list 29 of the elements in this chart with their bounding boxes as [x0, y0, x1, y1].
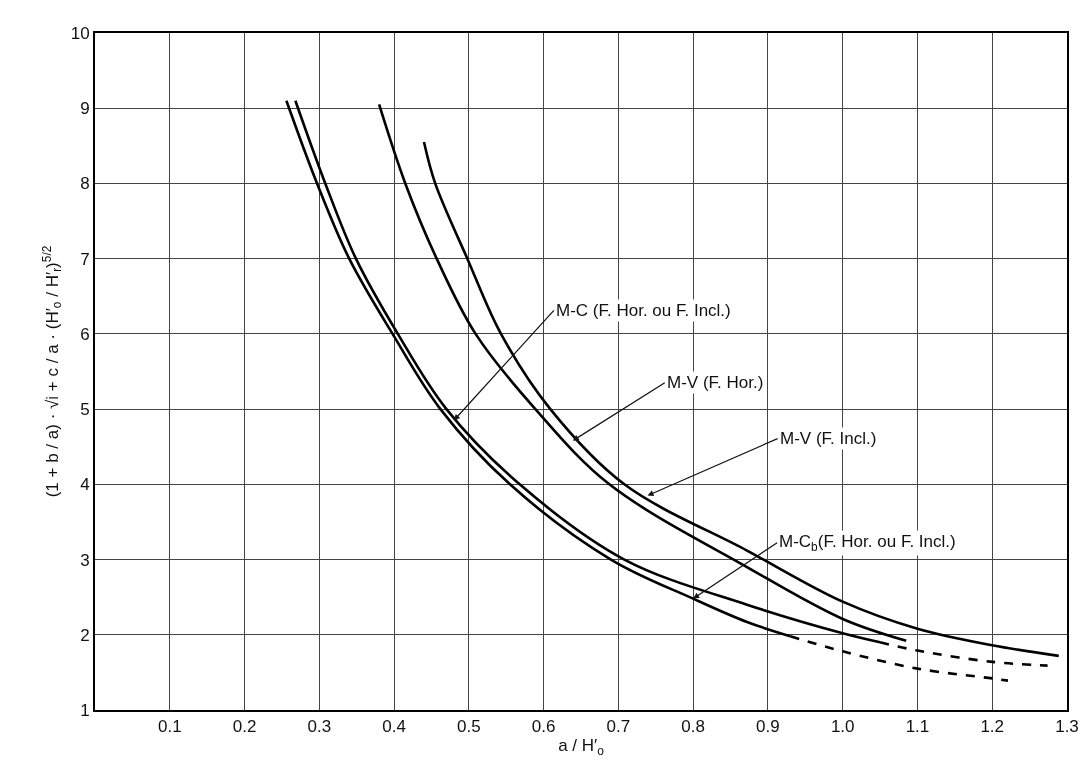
y-tick-label: 9 — [80, 99, 90, 119]
annotation: M-V (F. Incl.) — [780, 429, 877, 448]
x-tick-label: 1.3 — [1055, 717, 1079, 737]
x-tick-label: 1.1 — [905, 717, 930, 737]
x-tick-label: 0.7 — [606, 717, 631, 737]
y-tick-label: 3 — [80, 550, 90, 570]
x-tick-label: 0.2 — [232, 717, 257, 737]
x-axis-title: a / H′$_{o}$ — [558, 736, 605, 758]
x-tick-label: 0.3 — [307, 717, 332, 737]
line-series — [422, 140, 1061, 658]
y-tick-label: 2 — [80, 625, 90, 645]
x-tick-label: 0.5 — [457, 717, 481, 737]
x-tick-label: 0.4 — [382, 717, 406, 737]
annotation: M-V (F. Hor.) — [667, 373, 764, 392]
x-tick-label: 1.2 — [980, 717, 1005, 737]
y-tick-label: 8 — [80, 174, 90, 194]
y-tick-label: 1 — [80, 700, 90, 720]
y-tick-label: 10 — [70, 23, 90, 43]
y-tick-label: 7 — [80, 249, 90, 269]
x-tick-label: 0.9 — [756, 717, 780, 737]
x-tick-label: 0.1 — [157, 717, 182, 737]
annotation: M-C (F. Hor. ou F. Incl.) — [556, 301, 731, 320]
x-tick-label: 0.8 — [681, 717, 705, 737]
y-tick-label: 5 — [80, 400, 90, 420]
y-tick-label: 6 — [80, 324, 90, 344]
x-tick-label: 0.6 — [531, 717, 556, 737]
y-tick-label: 4 — [80, 475, 90, 495]
x-tick-label: 1.0 — [830, 717, 855, 737]
annotation: M-C$_{b}$(F. Hor. ou F. Incl.) — [779, 532, 956, 554]
